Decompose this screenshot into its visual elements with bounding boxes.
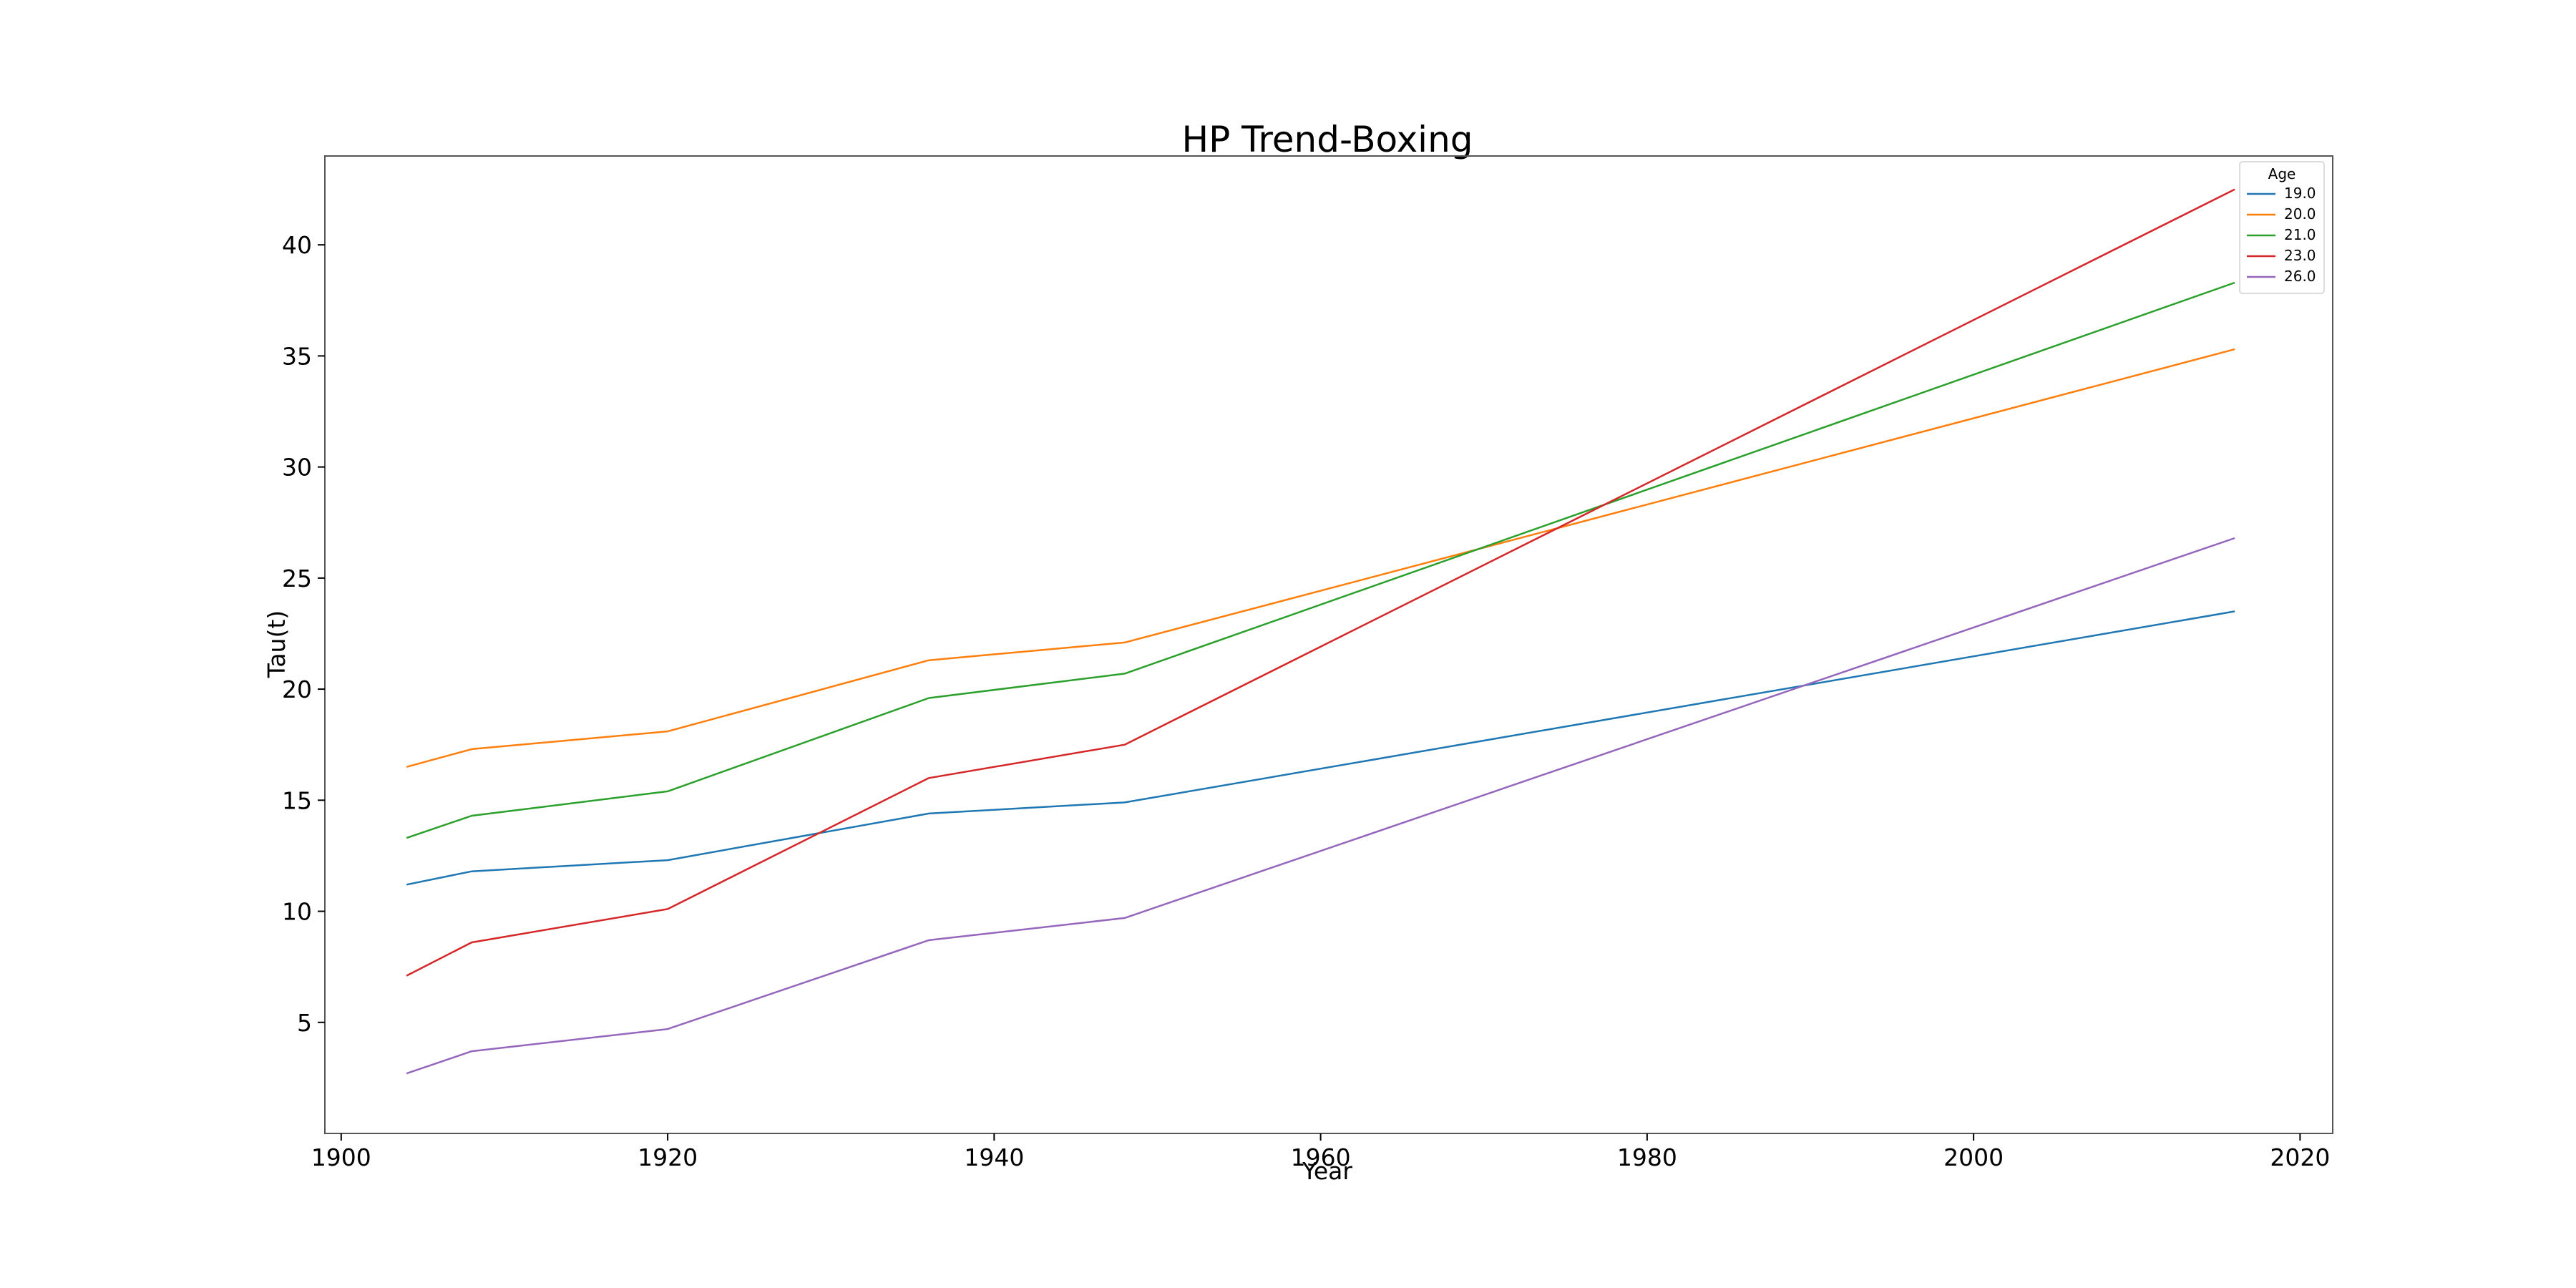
x-axis: 1900 1920 1940 1960 1980 2000 2020 <box>311 1133 2330 1171</box>
x-tick-label: 1920 <box>638 1143 698 1171</box>
y-tick-label: 5 <box>297 1009 312 1037</box>
series-line-19.0 <box>406 610 2235 886</box>
y-axis: 5 10 15 20 25 30 35 40 <box>282 231 325 1037</box>
y-tick-label: 40 <box>282 231 312 259</box>
y-tick-label: 25 <box>282 565 312 592</box>
legend-label: 21.0 <box>2284 226 2316 243</box>
x-tick-label: 2000 <box>1943 1143 2004 1171</box>
plot-frame <box>324 155 2333 1134</box>
y-tick-label: 10 <box>282 898 312 926</box>
x-tick-label: 1960 <box>1291 1143 1351 1171</box>
legend-label: 23.0 <box>2284 247 2316 264</box>
series-line-26.0 <box>406 537 2235 1075</box>
chart-title: HP Trend-Boxing <box>1181 119 1473 160</box>
legend-title: Age <box>2268 165 2296 182</box>
x-tick-label: 1900 <box>311 1143 371 1171</box>
y-tick-label: 20 <box>282 675 312 703</box>
plot-area <box>324 155 2333 1134</box>
y-tick-label: 15 <box>282 786 312 814</box>
series-line-23.0 <box>406 188 2235 977</box>
x-axis-label: Year <box>1302 1157 1352 1185</box>
legend-label: 19.0 <box>2284 185 2316 202</box>
legend-label: 26.0 <box>2284 268 2316 285</box>
legend-label: 20.0 <box>2284 205 2316 223</box>
series-line-21.0 <box>406 281 2235 839</box>
x-tick-label: 1940 <box>964 1143 1024 1171</box>
x-tick-label: 2020 <box>2270 1143 2330 1171</box>
y-axis-label: Tau(t) <box>263 610 291 679</box>
legend: Age 19.0 20.0 21.0 23.0 26.0 <box>2239 161 2325 294</box>
y-tick-label: 30 <box>282 454 312 482</box>
series-layer <box>406 188 2235 1075</box>
y-tick-label: 35 <box>282 342 312 370</box>
legend-items: 19.0 20.0 21.0 23.0 26.0 <box>2247 185 2316 285</box>
series-line-20.0 <box>406 348 2235 769</box>
x-tick-label: 1980 <box>1617 1143 1677 1171</box>
